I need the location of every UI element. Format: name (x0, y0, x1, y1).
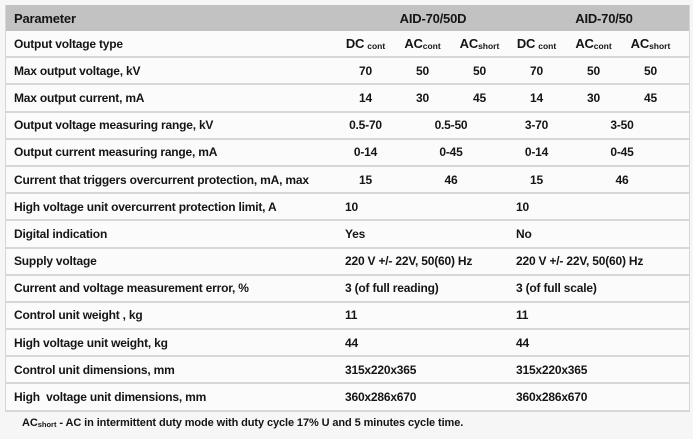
value-cell: 30 (416, 90, 429, 105)
table-row-output-current-measuring-range: Output current measuring range, mA 0-14 … (6, 139, 689, 167)
table-row-overcurrent-trigger: Current that triggers overcurrent protec… (6, 166, 689, 195)
specification-table: Parameter AID-70/50D AID-70/50 Output vo… (5, 5, 690, 412)
value-cell: 315x220x365 (516, 362, 588, 377)
value-cell: 70 (530, 63, 543, 78)
value-cell: 10 (516, 199, 529, 214)
value-cell: 44 (345, 335, 358, 350)
param-cell: Control unit dimensions, mm (14, 362, 175, 377)
header-parameter-label: Parameter (14, 10, 76, 26)
table-row-control-unit-weight: Control unit weight , kg 11 11 (6, 302, 689, 331)
value-cell: 50 (473, 63, 486, 78)
param-cell: Max output current, mA (14, 90, 145, 105)
value-cell: 46 (615, 172, 629, 187)
value-cell: 11 (345, 308, 358, 323)
table-row-digital-indication: Digital indication Yes No (6, 221, 689, 249)
table-row-measurement-error: Current and voltage measurement error, %… (6, 275, 689, 303)
value-cell: 315x220x365 (345, 362, 417, 377)
table-row-hv-unit-weight: High voltage unit weight, kg 44 44 (6, 330, 689, 358)
value-cell: No (516, 226, 532, 241)
value-cell: 14 (359, 90, 372, 105)
table-row-hv-unit-dimensions: High voltage unit dimensions, mm 360x286… (6, 384, 689, 412)
value-cell: 70 (359, 63, 372, 78)
product-header-aid-70-50: AID-70/50 (575, 10, 633, 26)
value-cell: 3 (of full reading) (345, 281, 439, 296)
param-cell: Supply voltage (14, 254, 97, 269)
param-cell: Max output voltage, kV (14, 63, 141, 78)
value-cell: 15 (530, 172, 543, 187)
param-cell: Current and voltage measurement error, % (14, 281, 249, 296)
value-cell: 3-50 (610, 118, 634, 133)
value-cell: 0-45 (439, 145, 463, 160)
subcolumn-dc-cont: DC cont (345, 36, 386, 52)
value-cell: 0-45 (610, 145, 634, 160)
param-cell: Control unit weight , kg (14, 308, 143, 323)
value-cell: 45 (473, 90, 486, 105)
value-cell: 0-14 (353, 145, 378, 160)
value-cell: 50 (416, 63, 429, 78)
value-cell: 50 (587, 63, 600, 78)
subcolumn-ac-cont: ACcont (575, 36, 612, 52)
value-cell: 15 (359, 172, 372, 187)
footnote-prefix: AC (22, 417, 38, 429)
table-row-hv-overcurrent-limit: High voltage unit overcurrent protection… (6, 194, 689, 222)
table-header-row: Parameter AID-70/50D AID-70/50 (6, 5, 689, 31)
table-row-control-unit-dimensions: Control unit dimensions, mm 315x220x365 … (6, 357, 689, 385)
value-cell: 44 (516, 335, 529, 350)
param-cell: High voltage unit dimensions, mm (14, 390, 207, 405)
value-cell: 46 (444, 172, 458, 187)
param-cell: Current that triggers overcurrent protec… (14, 172, 309, 187)
ac-short-footnote: ACshort - AC in intermittent duty mode w… (22, 417, 463, 429)
value-cell: 220 V +/- 22V, 50(60) Hz (345, 254, 473, 269)
value-cell: 14 (530, 90, 543, 105)
footnote-text: - AC in intermittent duty mode with duty… (56, 417, 464, 429)
value-cell: 30 (587, 90, 600, 105)
product-header-aid-70-50d: AID-70/50D (399, 10, 467, 26)
param-cell: High voltage unit weight, kg (14, 335, 168, 350)
value-cell: 360x286x670 (516, 390, 588, 405)
value-cell: 0.5-50 (434, 118, 468, 133)
subcolumn-dc-cont: DC cont (516, 36, 557, 52)
subcolumn-ac-cont: ACcont (404, 36, 441, 52)
value-cell: 10 (345, 199, 358, 214)
table-row-max-output-current: Max output current, mA 14 30 45 14 30 45 (6, 85, 689, 113)
value-cell: 45 (644, 90, 657, 105)
value-cell: 50 (644, 63, 657, 78)
value-cell: 220 V +/- 22V, 50(60) Hz (516, 254, 644, 269)
value-cell: 360x286x670 (345, 390, 417, 405)
subcolumn-ac-short: ACshort (630, 36, 671, 52)
value-cell: 11 (516, 308, 529, 323)
param-cell: High voltage unit overcurrent protection… (14, 199, 277, 214)
table-row-supply-voltage: Supply voltage 220 V +/- 22V, 50(60) Hz … (6, 248, 689, 276)
subcolumn-ac-short: ACshort (459, 36, 500, 52)
value-cell: 3 (of full scale) (516, 281, 597, 296)
footnote-subscript: short (37, 420, 57, 429)
param-cell: Digital indication (14, 226, 108, 241)
table-row-max-output-voltage: Max output voltage, kV 70 50 50 70 50 50 (6, 58, 689, 86)
value-cell: 0-14 (524, 145, 549, 160)
param-cell: Output voltage measuring range, kV (14, 118, 214, 133)
param-cell: Output voltage type (14, 36, 123, 51)
value-cell: 3-70 (524, 118, 549, 133)
table-row-output-voltage-type: Output voltage type DC cont ACcont ACshor… (6, 31, 689, 59)
value-cell: Yes (345, 226, 366, 241)
table-row-output-voltage-measuring-range: Output voltage measuring range, kV 0.5-7… (6, 112, 689, 140)
value-cell: 0.5-70 (349, 118, 382, 133)
param-cell: Output current measuring range, mA (14, 145, 218, 160)
